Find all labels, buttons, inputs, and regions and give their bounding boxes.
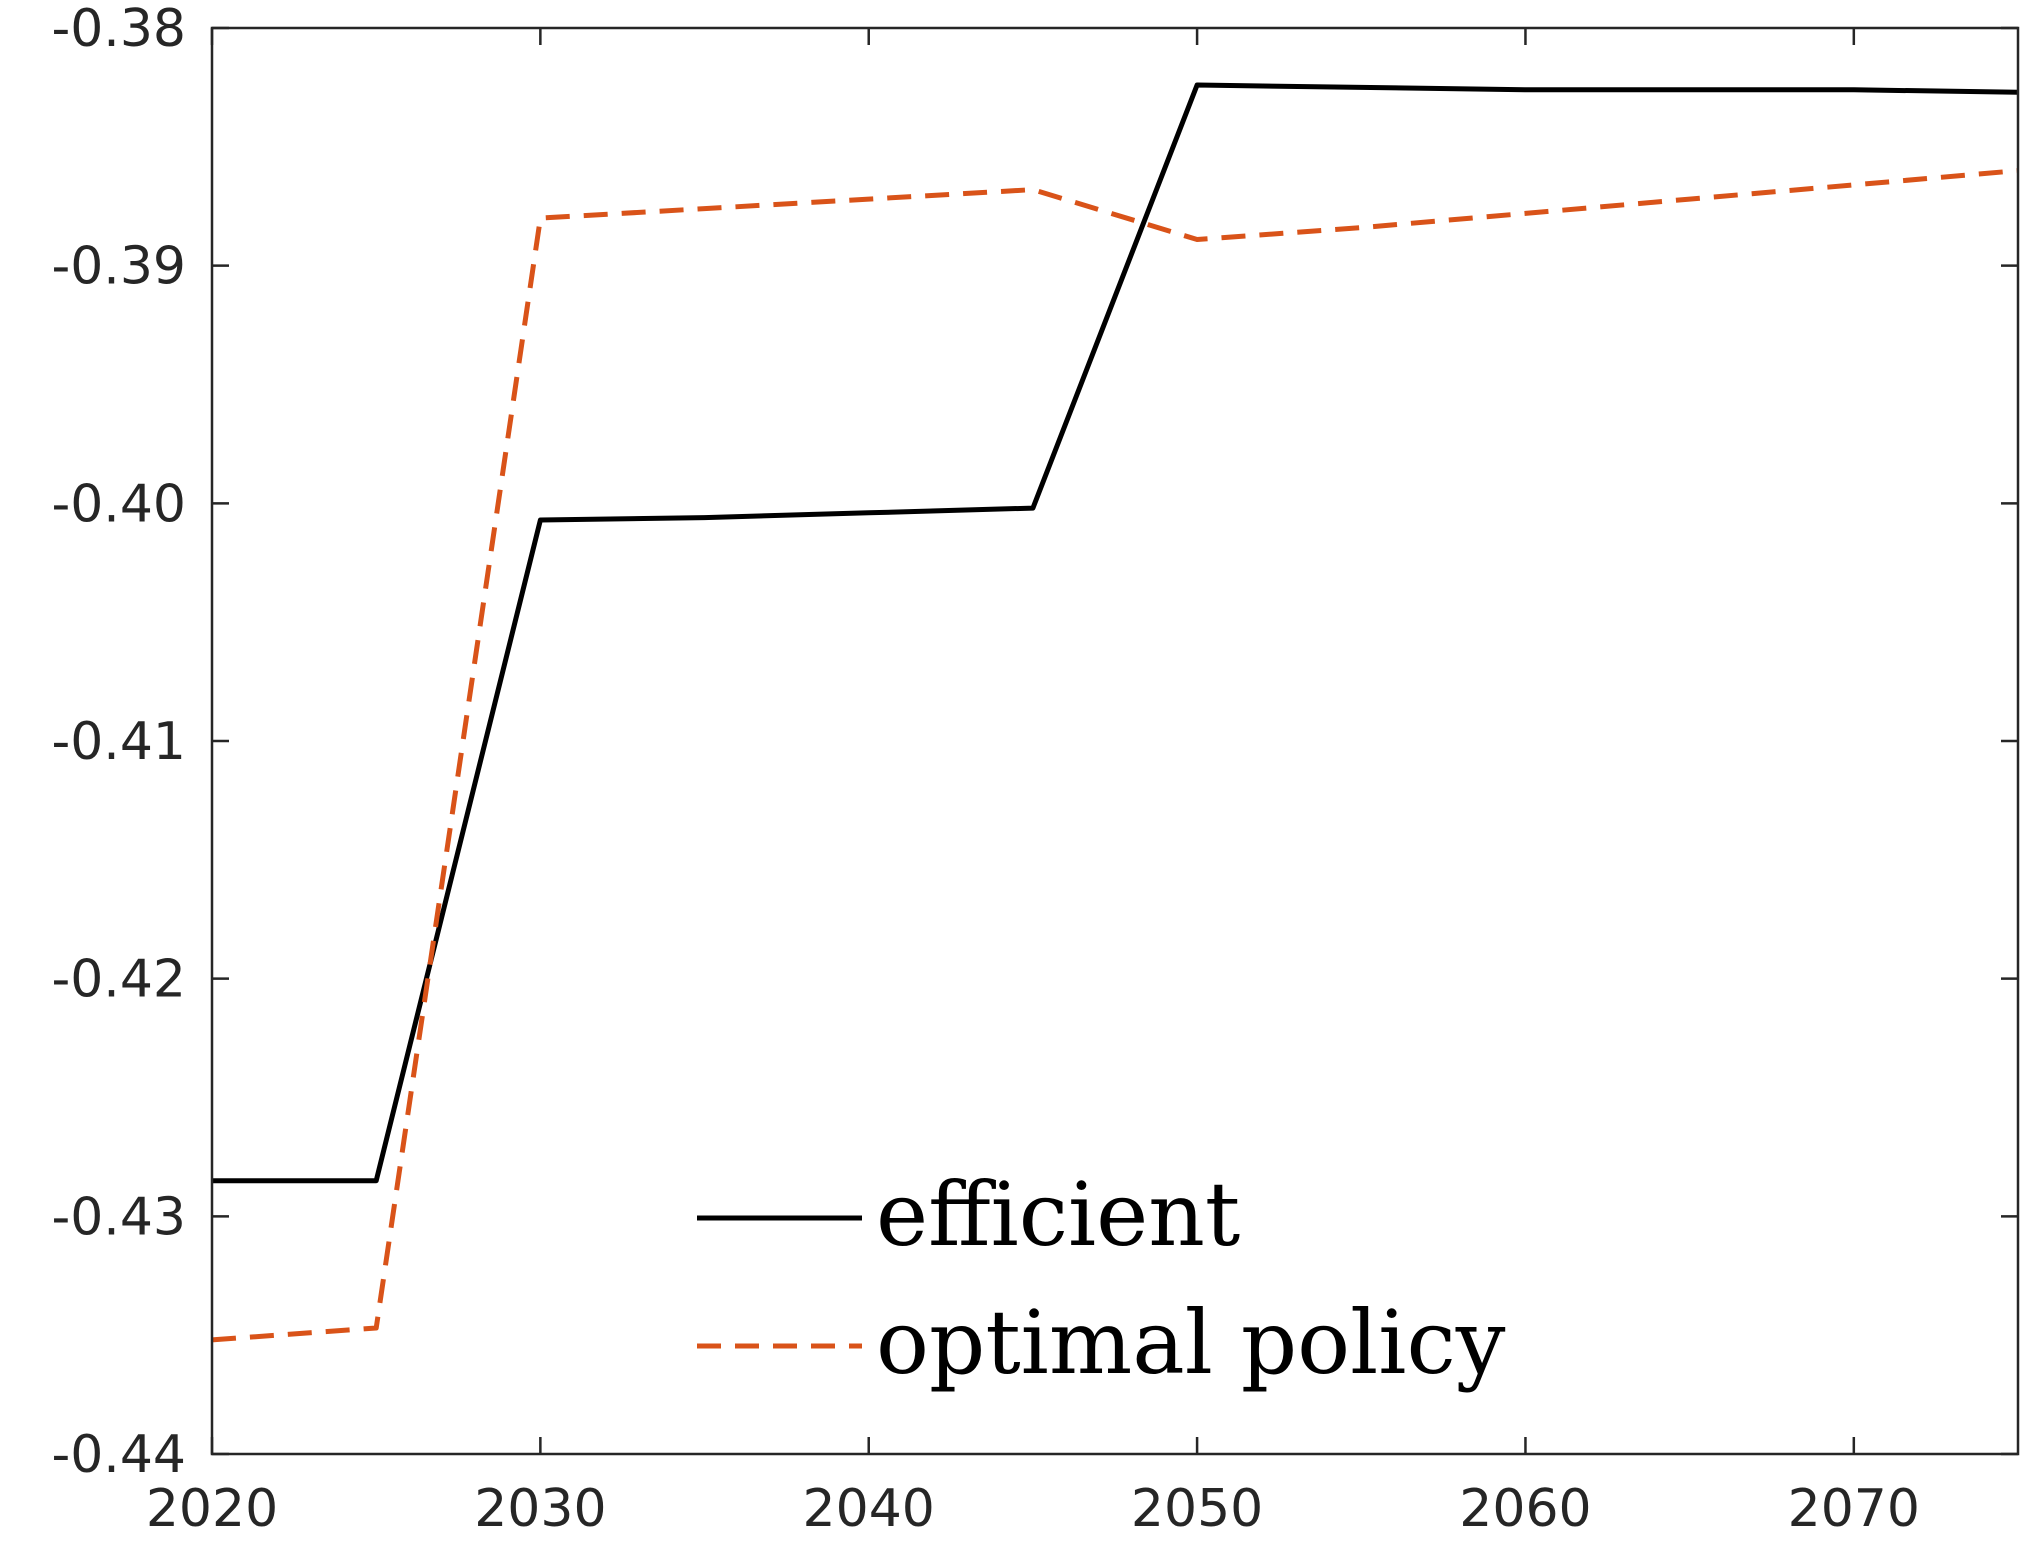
legend: efficient optimal policy (697, 1163, 1506, 1394)
series-line-optimal-policy (211, 168, 2019, 1343)
x-tick-label: 2020 (146, 1479, 278, 1539)
axis-ticks (210, 26, 2018, 1456)
y-tick-label: -0.38 (51, 0, 186, 59)
x-axis-tick-labels: 2020 2030 2040 2050 2060 2070 (146, 1479, 1920, 1539)
legend-label-optimal-policy: optimal policy (876, 1291, 1506, 1394)
x-tick-label: 2070 (1788, 1479, 1920, 1539)
x-tick-label: 2040 (803, 1479, 935, 1539)
series-line-efficient (212, 82, 2019, 1184)
y-tick-label: -0.40 (51, 474, 186, 534)
x-tick-label: 2050 (1131, 1479, 1263, 1539)
y-tick-label: -0.43 (51, 1187, 186, 1247)
y-tick-label: -0.41 (51, 712, 186, 772)
x-tick-label: 2060 (1459, 1479, 1591, 1539)
x-tick-label: 2030 (474, 1479, 606, 1539)
legend-label-efficient: efficient (876, 1163, 1240, 1266)
y-tick-label: -0.39 (51, 237, 186, 297)
y-tick-label: -0.42 (51, 950, 186, 1010)
y-axis-tick-labels: -0.38 -0.39 -0.40 -0.41 -0.42 -0.43 -0.44 (51, 0, 186, 1485)
y-tick-label: -0.44 (51, 1425, 186, 1485)
series-lines (211, 82, 2019, 1343)
